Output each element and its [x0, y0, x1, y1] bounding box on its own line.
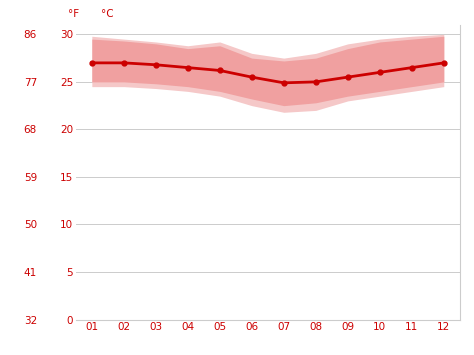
Text: °C: °C	[101, 9, 113, 19]
Text: °F: °F	[68, 9, 79, 19]
